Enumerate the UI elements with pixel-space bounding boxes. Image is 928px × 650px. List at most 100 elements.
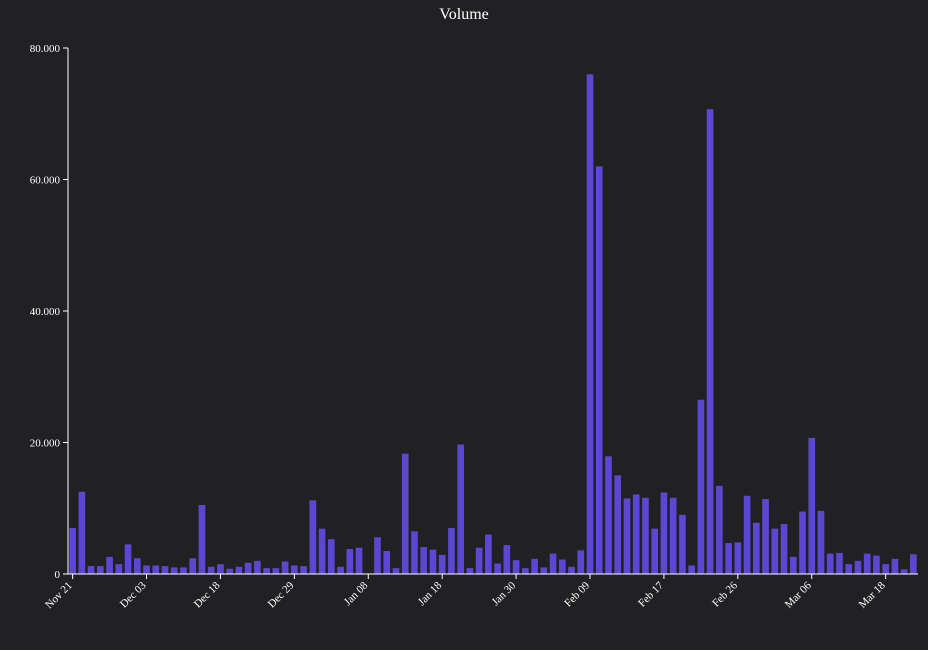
bar [263, 568, 270, 574]
bar [374, 537, 381, 574]
bar [226, 568, 234, 574]
x-tick-label: Jan 30 [490, 579, 519, 608]
x-tick-label: Feb 17 [636, 579, 666, 609]
bar [873, 555, 880, 574]
bar [780, 524, 788, 574]
bar [799, 511, 806, 574]
x-tick-label: Jan 08 [342, 579, 371, 608]
bar [891, 558, 899, 574]
bar [808, 437, 816, 574]
bar [549, 553, 557, 574]
bar [762, 499, 769, 574]
bar [106, 556, 113, 574]
bar [651, 528, 659, 574]
bar [309, 500, 317, 574]
bar [494, 563, 501, 574]
bar [235, 566, 243, 574]
bar [716, 485, 723, 574]
bar [300, 566, 307, 574]
bar [133, 558, 141, 574]
x-tick-label: Feb 09 [562, 579, 592, 609]
bar [411, 531, 418, 574]
x-tick-label: Dec 18 [192, 579, 223, 610]
bar [669, 497, 677, 574]
bar [558, 559, 566, 574]
bar [161, 566, 169, 574]
bar [383, 550, 391, 574]
bar [734, 542, 742, 574]
bar [143, 565, 150, 574]
bar [863, 553, 871, 574]
bar [180, 567, 187, 574]
bar [614, 475, 622, 575]
bar [577, 550, 585, 574]
y-tick-label: 0 [55, 569, 61, 581]
x-tick-label: Jan 18 [416, 579, 445, 608]
x-tick-label: Feb 26 [710, 579, 740, 609]
bar [752, 522, 760, 574]
bar [244, 562, 252, 574]
x-tick-label: Mar 18 [857, 579, 889, 611]
bar [743, 495, 751, 574]
bar [170, 567, 178, 574]
bar [605, 456, 612, 574]
bar [198, 504, 206, 574]
bar [688, 565, 695, 574]
bar [272, 568, 280, 574]
bar [586, 74, 594, 575]
bar [152, 565, 160, 574]
bar [845, 564, 853, 574]
bar [457, 444, 464, 574]
bar [346, 549, 354, 574]
bar [254, 560, 261, 574]
bar [836, 552, 843, 574]
bar [318, 528, 326, 574]
bar [512, 560, 520, 574]
bar [725, 543, 732, 574]
bar [78, 491, 86, 574]
y-axis: 0 20.000 40.000 60.000 80.000 [30, 43, 69, 581]
bar [124, 544, 132, 574]
bars-group [69, 74, 917, 575]
bar [69, 527, 76, 574]
bar [448, 527, 455, 574]
bar [789, 556, 797, 574]
bar [337, 566, 344, 574]
bar [522, 568, 529, 574]
bar [392, 568, 400, 574]
bar [854, 560, 862, 574]
bar [485, 534, 492, 574]
bar [355, 547, 363, 574]
bar [910, 554, 917, 574]
x-tick-label: Mar 06 [783, 579, 815, 611]
bar [771, 528, 779, 574]
y-tick-label: 60.000 [30, 175, 61, 187]
bar [97, 566, 104, 574]
bar [420, 547, 428, 574]
bar [115, 564, 123, 574]
x-tick-label: Dec 29 [266, 579, 297, 610]
y-tick-label: 40.000 [30, 306, 61, 318]
bar [882, 564, 889, 574]
bar [632, 494, 640, 574]
bar [660, 492, 668, 574]
bar [189, 558, 197, 574]
bar [87, 566, 95, 574]
bar [466, 568, 474, 574]
bar [503, 545, 511, 574]
x-tick-label: Dec 03 [118, 579, 149, 610]
bar [679, 514, 686, 574]
bar [817, 510, 825, 574]
x-tick-label: Nov 21 [43, 580, 75, 612]
bar [623, 498, 631, 574]
bar [281, 561, 289, 574]
bar [475, 547, 483, 574]
bar [595, 166, 603, 574]
y-tick-label: 80.000 [30, 43, 61, 55]
bar [540, 567, 548, 574]
bar [217, 564, 224, 574]
bar [438, 554, 446, 574]
chart-title: Volume [439, 6, 489, 23]
bar [568, 566, 575, 574]
